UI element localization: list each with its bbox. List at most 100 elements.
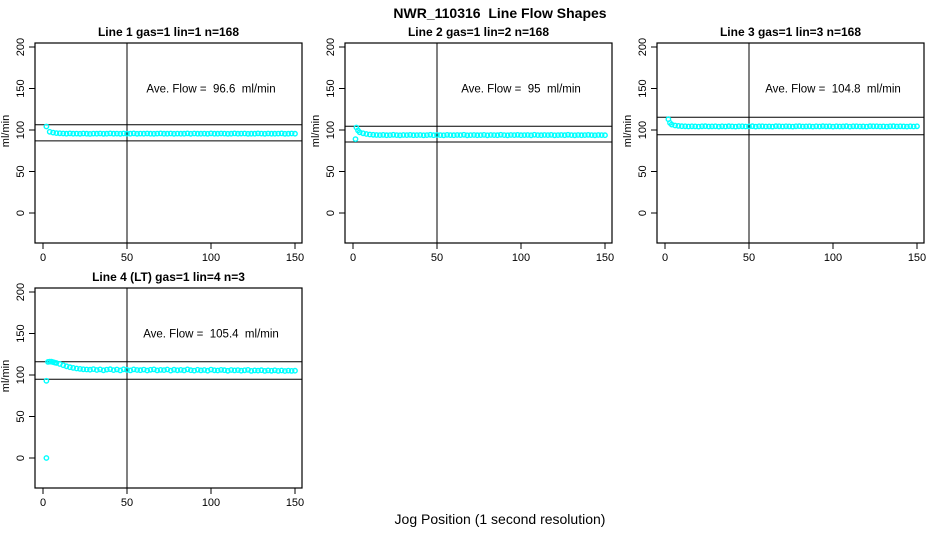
x-tick-label: 100 bbox=[202, 252, 220, 264]
data-point bbox=[799, 123, 806, 130]
data-point bbox=[678, 123, 685, 130]
data-point bbox=[241, 130, 248, 137]
data-point bbox=[221, 367, 228, 374]
data-point bbox=[245, 366, 251, 373]
data-point bbox=[60, 362, 67, 369]
y-tick-label: 200 bbox=[15, 283, 27, 301]
data-point bbox=[779, 123, 786, 130]
data-point bbox=[228, 367, 235, 373]
data-point bbox=[511, 132, 518, 139]
data-point bbox=[275, 130, 282, 137]
data-point bbox=[524, 132, 531, 138]
data-point bbox=[261, 130, 268, 137]
data-point bbox=[514, 131, 521, 138]
data-point bbox=[285, 130, 292, 137]
data-point bbox=[568, 132, 575, 139]
data-point bbox=[356, 129, 363, 136]
data-point bbox=[752, 123, 759, 130]
data-point bbox=[423, 132, 430, 139]
data-point bbox=[820, 123, 826, 130]
data-point bbox=[87, 130, 93, 137]
data-point bbox=[531, 131, 538, 138]
data-point bbox=[410, 132, 417, 139]
data-point bbox=[588, 132, 595, 139]
data-point bbox=[103, 366, 110, 373]
y-tick-label: 150 bbox=[15, 79, 27, 97]
data-point bbox=[376, 132, 383, 139]
data-point bbox=[383, 132, 390, 139]
data-point bbox=[407, 131, 413, 138]
y-axis-label: ml/min bbox=[622, 115, 634, 147]
data-point bbox=[571, 132, 578, 139]
x-tick-label: 50 bbox=[121, 252, 133, 264]
data-point bbox=[668, 121, 675, 128]
data-point bbox=[816, 123, 823, 130]
data-point bbox=[83, 130, 90, 137]
data-point bbox=[157, 366, 164, 373]
data-point bbox=[103, 130, 110, 137]
data-point bbox=[124, 130, 130, 137]
data-point bbox=[147, 130, 154, 137]
data-point bbox=[43, 377, 50, 384]
data-point bbox=[853, 123, 860, 130]
data-point bbox=[521, 132, 528, 139]
data-point bbox=[672, 122, 678, 129]
ave-flow-annotation: Ave. Flow = 105.4 ml/min bbox=[143, 329, 279, 341]
data-point bbox=[251, 367, 258, 374]
data-point bbox=[454, 132, 461, 138]
data-point bbox=[53, 360, 60, 366]
x-tick-label: 0 bbox=[350, 252, 356, 264]
data-point bbox=[363, 131, 370, 137]
data-point bbox=[191, 367, 198, 374]
data-point bbox=[393, 132, 400, 139]
data-point bbox=[722, 123, 729, 130]
data-point bbox=[124, 366, 130, 373]
data-point bbox=[63, 130, 70, 137]
data-point bbox=[497, 131, 504, 138]
data-point bbox=[360, 130, 366, 137]
data-point bbox=[110, 130, 117, 137]
data-point bbox=[167, 130, 174, 137]
data-point bbox=[575, 132, 581, 138]
data-point bbox=[63, 363, 70, 370]
data-point bbox=[117, 367, 124, 374]
data-point bbox=[682, 123, 689, 130]
main-title: NWR_110316 Line Flow Shapes bbox=[393, 5, 607, 21]
data-point bbox=[161, 130, 167, 137]
data-point bbox=[93, 367, 100, 373]
data-point bbox=[400, 132, 407, 138]
data-point bbox=[80, 130, 87, 137]
data-point bbox=[80, 366, 87, 373]
data-point bbox=[238, 130, 245, 137]
data-point bbox=[174, 367, 181, 374]
data-point bbox=[474, 132, 481, 139]
data-point bbox=[184, 130, 191, 137]
data-point bbox=[255, 367, 261, 374]
data-point bbox=[218, 366, 225, 373]
y-tick-label: 0 bbox=[325, 210, 337, 216]
plot-box bbox=[34, 287, 303, 489]
data-point bbox=[417, 132, 424, 138]
data-point bbox=[675, 123, 682, 129]
y-tick-label: 200 bbox=[15, 38, 27, 56]
data-point bbox=[742, 123, 749, 130]
data-points bbox=[665, 116, 920, 130]
data-point bbox=[484, 132, 491, 139]
data-point bbox=[427, 131, 434, 138]
data-point bbox=[373, 132, 380, 138]
data-point bbox=[97, 366, 104, 373]
data-point bbox=[77, 365, 83, 372]
data-point bbox=[477, 132, 484, 139]
data-point bbox=[288, 367, 295, 374]
data-point bbox=[73, 365, 80, 372]
data-point bbox=[813, 123, 820, 130]
data-point bbox=[258, 367, 265, 374]
data-point bbox=[231, 130, 238, 137]
data-point bbox=[43, 123, 50, 130]
data-point bbox=[234, 130, 241, 137]
data-point bbox=[258, 130, 265, 137]
data-point bbox=[403, 132, 410, 139]
data-point bbox=[494, 132, 501, 139]
data-point bbox=[783, 123, 789, 130]
